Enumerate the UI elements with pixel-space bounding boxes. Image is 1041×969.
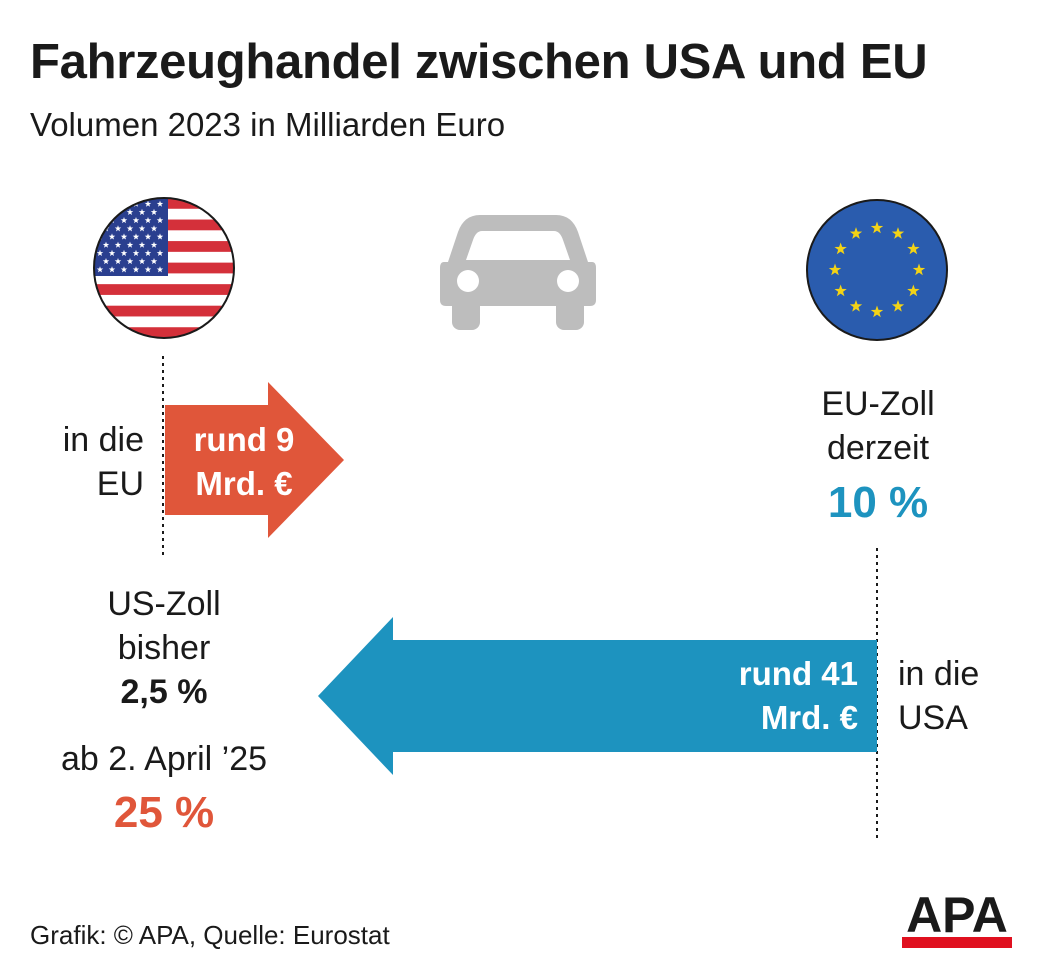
apa-logo-text: APA <box>906 887 1008 943</box>
amount-line-1: rund 9 <box>193 421 295 458</box>
us-tariff-old-value: 2,5 % <box>120 673 208 711</box>
footer-source: Grafik: © APA, Quelle: Eurostat <box>30 920 390 950</box>
eu-to-us-arrow <box>318 617 877 775</box>
amount-line-1: rund 41 <box>738 655 858 692</box>
us-to-eu-amount: rund 9 Mrd. € <box>170 418 318 506</box>
eu-flag-icon <box>806 199 948 341</box>
us-tariff-new-value: 25 % <box>113 788 215 837</box>
eu-tariff-line-1: EU-Zoll <box>821 385 935 423</box>
us-to-eu-arrow <box>165 382 344 538</box>
us-flag-icon <box>93 197 235 339</box>
car-icon <box>440 215 596 330</box>
eu-tariff-value: 10 % <box>827 478 929 527</box>
eu-tariff-line-2: derzeit <box>826 429 930 467</box>
us-tariff-line-1: US-Zoll <box>107 585 221 623</box>
us-tariff-line-2: bisher <box>117 629 211 667</box>
eu-to-us-direction: in die USA <box>898 652 1028 740</box>
amount-line-2: Mrd. € <box>195 465 293 502</box>
eu-tariff-label: EU-Zoll derzeit <box>778 382 978 470</box>
direction-label-line-2: EU <box>96 465 144 503</box>
page-title: Fahrzeughandel zwischen USA und EU <box>30 35 928 89</box>
direction-label-line-1: in die <box>898 655 980 693</box>
amount-line-2: Mrd. € <box>760 699 858 736</box>
us-to-eu-direction: in die EU <box>40 418 144 506</box>
page-subtitle: Volumen 2023 in Milliarden Euro <box>30 106 506 143</box>
apa-logo: APA <box>902 887 1012 948</box>
direction-label-line-1: in die <box>62 421 144 459</box>
us-tariff-date-label: ab 2. April ’25 <box>60 740 268 778</box>
direction-label-line-2: USA <box>898 699 968 737</box>
us-tariff-label: US-Zoll bisher <box>44 582 284 670</box>
eu-to-us-amount: rund 41 Mrd. € <box>700 652 858 740</box>
